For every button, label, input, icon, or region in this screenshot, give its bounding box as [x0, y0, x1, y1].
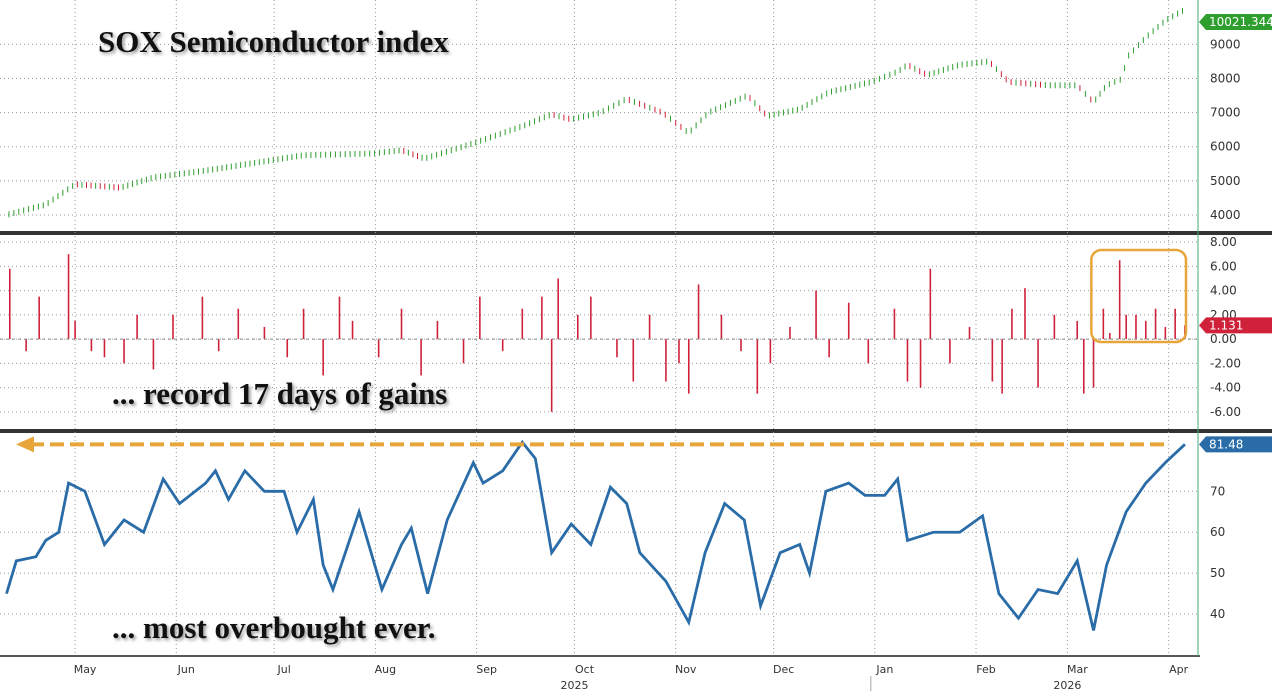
highlight-box	[1090, 248, 1188, 344]
last-value-label: 10021.344	[1209, 15, 1272, 29]
title-annotation: SOX Semiconductor index	[98, 24, 449, 59]
y-tick-label: 8.00	[1210, 235, 1237, 249]
panel-divider	[0, 231, 1272, 235]
x-tick-label: Jun	[177, 663, 195, 676]
last-value-label: 1.131	[1209, 318, 1243, 332]
series-0	[8, 7, 1183, 218]
y-tick-label: 4000	[1210, 208, 1241, 222]
y-tick-label: 70	[1210, 484, 1225, 498]
last-value-label: 81.48	[1209, 437, 1243, 451]
x-tick-label: Feb	[976, 663, 995, 676]
x-tick-label: Sep	[476, 663, 497, 676]
y-tick-label: -4.00	[1210, 381, 1241, 395]
y-tick-label: 8000	[1210, 71, 1241, 85]
panel-divider	[0, 429, 1272, 433]
y-tick-label: -2.00	[1210, 356, 1241, 370]
x-tick-label: Oct	[575, 663, 595, 676]
rsi-annotation: ... most overbought ever.	[112, 610, 436, 645]
y-tick-label: 5000	[1210, 174, 1241, 188]
last-value-badge	[1199, 436, 1272, 453]
y-tick-label: 6.00	[1210, 259, 1237, 273]
y-tick-label: 6000	[1210, 140, 1241, 154]
y-tick-label: 0.00	[1210, 332, 1237, 346]
returns-annotation: ... record 17 days of gains	[112, 376, 448, 411]
x-year-label: 2026	[1053, 679, 1081, 691]
x-tick-label: Mar	[1067, 663, 1088, 676]
x-tick-label: Jan	[875, 663, 893, 676]
x-tick-label: May	[74, 663, 97, 676]
series-2	[5, 439, 1186, 631]
rsi-line	[5, 439, 1186, 631]
x-tick-label: Dec	[773, 663, 794, 676]
last-value-badge	[1199, 317, 1272, 334]
y-tick-label: 4.00	[1210, 284, 1237, 298]
x-tick-label: Apr	[1169, 663, 1189, 676]
series-1	[8, 254, 1186, 412]
x-tick-label: Nov	[675, 663, 697, 676]
y-tick-label: 9000	[1210, 37, 1241, 51]
arrow-left-icon	[16, 436, 34, 453]
y-tick-label: 50	[1210, 566, 1225, 580]
last-value-badge	[1199, 14, 1272, 30]
y-tick-label: 7000	[1210, 106, 1241, 120]
x-year-label: 2025	[561, 679, 589, 691]
y-tick-label: 40	[1210, 607, 1225, 621]
x-tick-label: Jul	[277, 663, 291, 676]
x-tick-label: Aug	[375, 663, 396, 676]
y-tick-label: 60	[1210, 525, 1225, 539]
y-tick-label: -6.00	[1210, 405, 1241, 419]
